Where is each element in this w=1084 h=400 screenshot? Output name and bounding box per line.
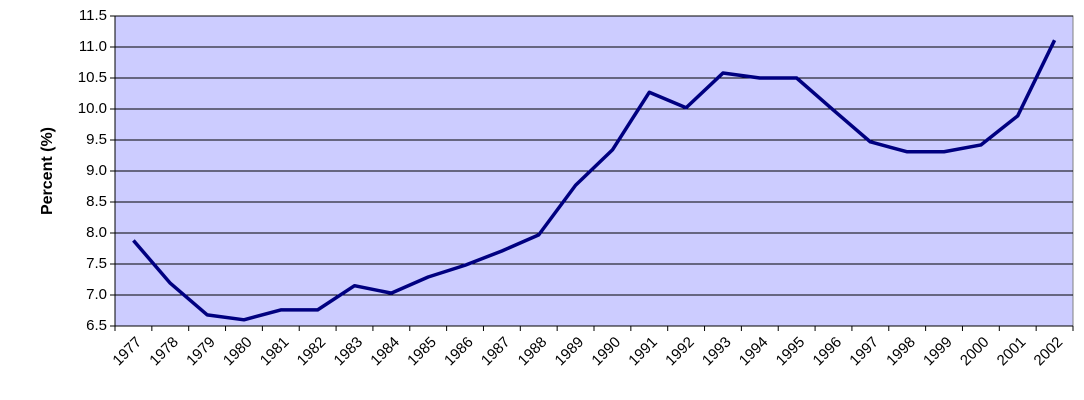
x-tick-label: 1997 [846, 334, 882, 370]
y-axis-label: Percent (%) [39, 127, 56, 215]
x-tick-label: 1984 [367, 334, 403, 370]
x-tick-label: 1985 [404, 334, 440, 370]
x-tick-label: 2002 [1031, 334, 1067, 370]
x-tick-label: 1998 [883, 334, 919, 370]
x-tick-label: 1996 [810, 334, 846, 370]
x-tick-label: 1989 [552, 334, 588, 370]
x-tick-label: 2001 [994, 334, 1030, 370]
x-tick-label: 2000 [957, 334, 993, 370]
y-tick-label: 6.5 [86, 317, 107, 334]
x-tick-label: 1981 [257, 334, 293, 370]
x-tick-label: 1987 [478, 334, 514, 370]
x-tick-label: 1992 [662, 334, 698, 370]
x-tick-label: 1995 [773, 334, 809, 370]
x-tick-label: 1988 [515, 334, 551, 370]
y-tick-label: 10.5 [78, 69, 107, 86]
x-tick-label: 1979 [183, 334, 219, 370]
x-tick-label: 1993 [699, 334, 735, 370]
x-tick-label: 1991 [625, 334, 661, 370]
x-tick-label: 1986 [441, 334, 477, 370]
x-tick-label: 1994 [736, 334, 772, 370]
y-tick-label: 7.0 [86, 286, 107, 303]
x-tick-label: 1980 [220, 334, 256, 370]
y-tick-label: 8.5 [86, 193, 107, 210]
y-tick-label: 8.0 [86, 224, 107, 241]
y-tick-label: 7.5 [86, 255, 107, 272]
x-tick-label: 1978 [146, 334, 182, 370]
x-tick-label: 1999 [920, 334, 956, 370]
data-line [132, 39, 1057, 322]
x-tick-label: 1983 [331, 334, 367, 370]
y-tick-label: 10.0 [78, 100, 107, 117]
y-tick-label: 11.0 [79, 38, 107, 55]
y-tick-label: 9.0 [86, 162, 107, 179]
x-tick-label: 1982 [294, 334, 330, 370]
y-tick-label: 11.5 [79, 7, 107, 24]
y-tick-label: 9.5 [86, 131, 107, 148]
x-tick-label: 1977 [109, 334, 145, 370]
x-tick-label: 1990 [588, 334, 624, 370]
